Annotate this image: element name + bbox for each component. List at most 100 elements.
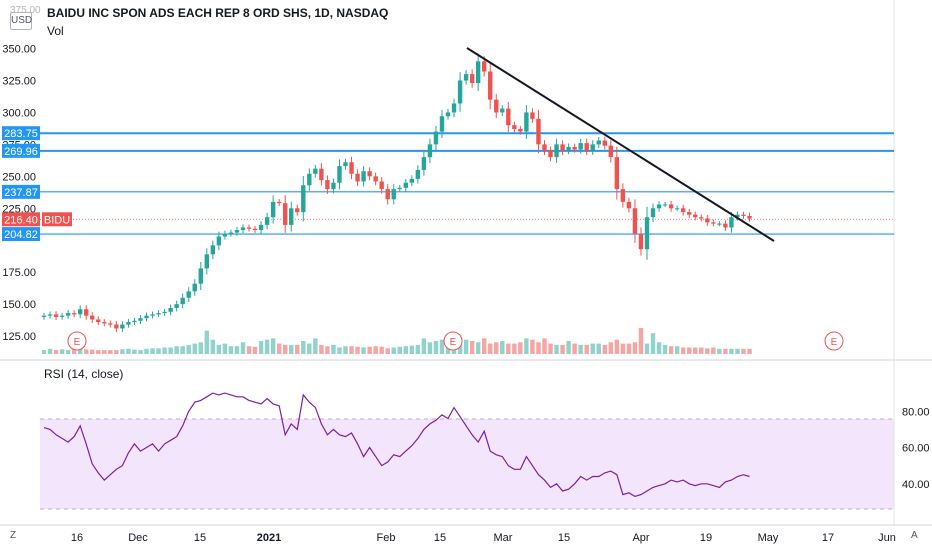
candle-body [524, 112, 529, 132]
candle-body [711, 222, 716, 224]
candle-body [421, 157, 427, 170]
price-labels: 283.75 269.96 237.87 204.82 216.40 BIDU [2, 126, 72, 242]
candle-body [584, 143, 589, 151]
earnings-marker [443, 331, 463, 351]
candle-body [385, 189, 390, 200]
volume-bar [554, 344, 559, 354]
candle-body [192, 283, 197, 292]
candle-body [132, 320, 137, 323]
volume-bar [373, 346, 378, 354]
candle-body [331, 182, 336, 190]
volume-bar [572, 343, 577, 354]
candle-body [41, 315, 47, 317]
volume-bar [650, 333, 656, 354]
price-tag-bg [2, 184, 40, 199]
volume-bar [47, 348, 53, 354]
candle-body [198, 268, 203, 284]
x-tick-label: 15 [434, 532, 446, 544]
x-tick-label: Mar [494, 532, 513, 544]
volume-bar [222, 343, 228, 354]
rsi-tick-label: 40.00 [902, 479, 930, 491]
volume-bar [427, 342, 433, 354]
candle-body [295, 208, 300, 213]
volume-bar [180, 346, 185, 354]
candle-body [463, 74, 469, 81]
last-price-tag-bg [2, 212, 40, 227]
candle-body [150, 314, 155, 316]
candle-body [705, 218, 710, 223]
candle-body [144, 315, 149, 319]
volume-bar [349, 346, 354, 354]
candle-body [427, 144, 433, 158]
volume-bar [524, 338, 529, 354]
candle-body [518, 129, 523, 132]
candle-body [650, 208, 656, 218]
candle-body [77, 309, 83, 315]
volume-bar [723, 348, 728, 354]
candle-body [488, 71, 493, 100]
volume-bar [216, 344, 222, 354]
volume-bar [488, 343, 493, 354]
candle-body [102, 322, 107, 324]
price-tag-label: 283.75 [4, 128, 38, 140]
candle-body [415, 169, 421, 179]
volume-bar [65, 350, 71, 354]
volume-bars [41, 328, 752, 354]
top-price-cut: 375.00 [10, 5, 41, 16]
volume-bar [421, 338, 427, 354]
volume-bar [729, 348, 734, 354]
volume-bar [512, 343, 517, 354]
timezone-z[interactable]: Z [10, 530, 17, 541]
auto-scale-a[interactable]: A [911, 530, 918, 541]
x-tick-label: Dec [128, 532, 148, 544]
candle-body [283, 203, 288, 225]
candle-body [596, 140, 601, 145]
candle-body [96, 319, 101, 323]
volume-bar [687, 347, 692, 354]
volume-bar [656, 342, 662, 354]
candle-body [367, 171, 372, 177]
volume-bar [41, 350, 47, 354]
candle-body [451, 103, 457, 113]
candle-body [234, 230, 240, 233]
volume-bar [90, 349, 95, 354]
volume-bar [415, 344, 421, 354]
candle-body [307, 173, 312, 186]
candle-body [180, 297, 185, 305]
candle-body [723, 223, 728, 228]
candle-body [391, 189, 396, 200]
volume-bar [186, 344, 191, 354]
currency-badge[interactable]: USD [10, 12, 32, 30]
candle-body [343, 162, 348, 167]
earnings-marker [824, 331, 844, 351]
candle-body [572, 146, 577, 150]
earnings-marker-label: E [450, 337, 457, 348]
rsi-line [43, 392, 750, 498]
trend-line[interactable] [466, 47, 775, 242]
volume-bar [735, 348, 740, 354]
volume-bar [602, 344, 607, 354]
volume-bar [77, 348, 83, 354]
candle-body [174, 304, 179, 308]
volume-bar [289, 344, 294, 354]
candle-body [156, 313, 161, 315]
horizontal-lines[interactable] [40, 132, 894, 235]
candle-body [668, 204, 674, 209]
volume-bar [114, 350, 119, 354]
candle-body [747, 215, 752, 219]
candle-body [264, 217, 270, 225]
candles [41, 53, 752, 332]
candle-body [204, 254, 210, 269]
candle-body [325, 180, 330, 190]
volume-bar [313, 338, 318, 354]
candle-body [548, 150, 553, 158]
candle-body [554, 144, 559, 158]
candle-body [120, 324, 125, 329]
volume-bar [234, 346, 240, 354]
last-price-label: 216.40 [4, 214, 38, 226]
candle-body [397, 187, 402, 190]
volume-bar [307, 343, 312, 354]
candle-body [90, 315, 95, 320]
